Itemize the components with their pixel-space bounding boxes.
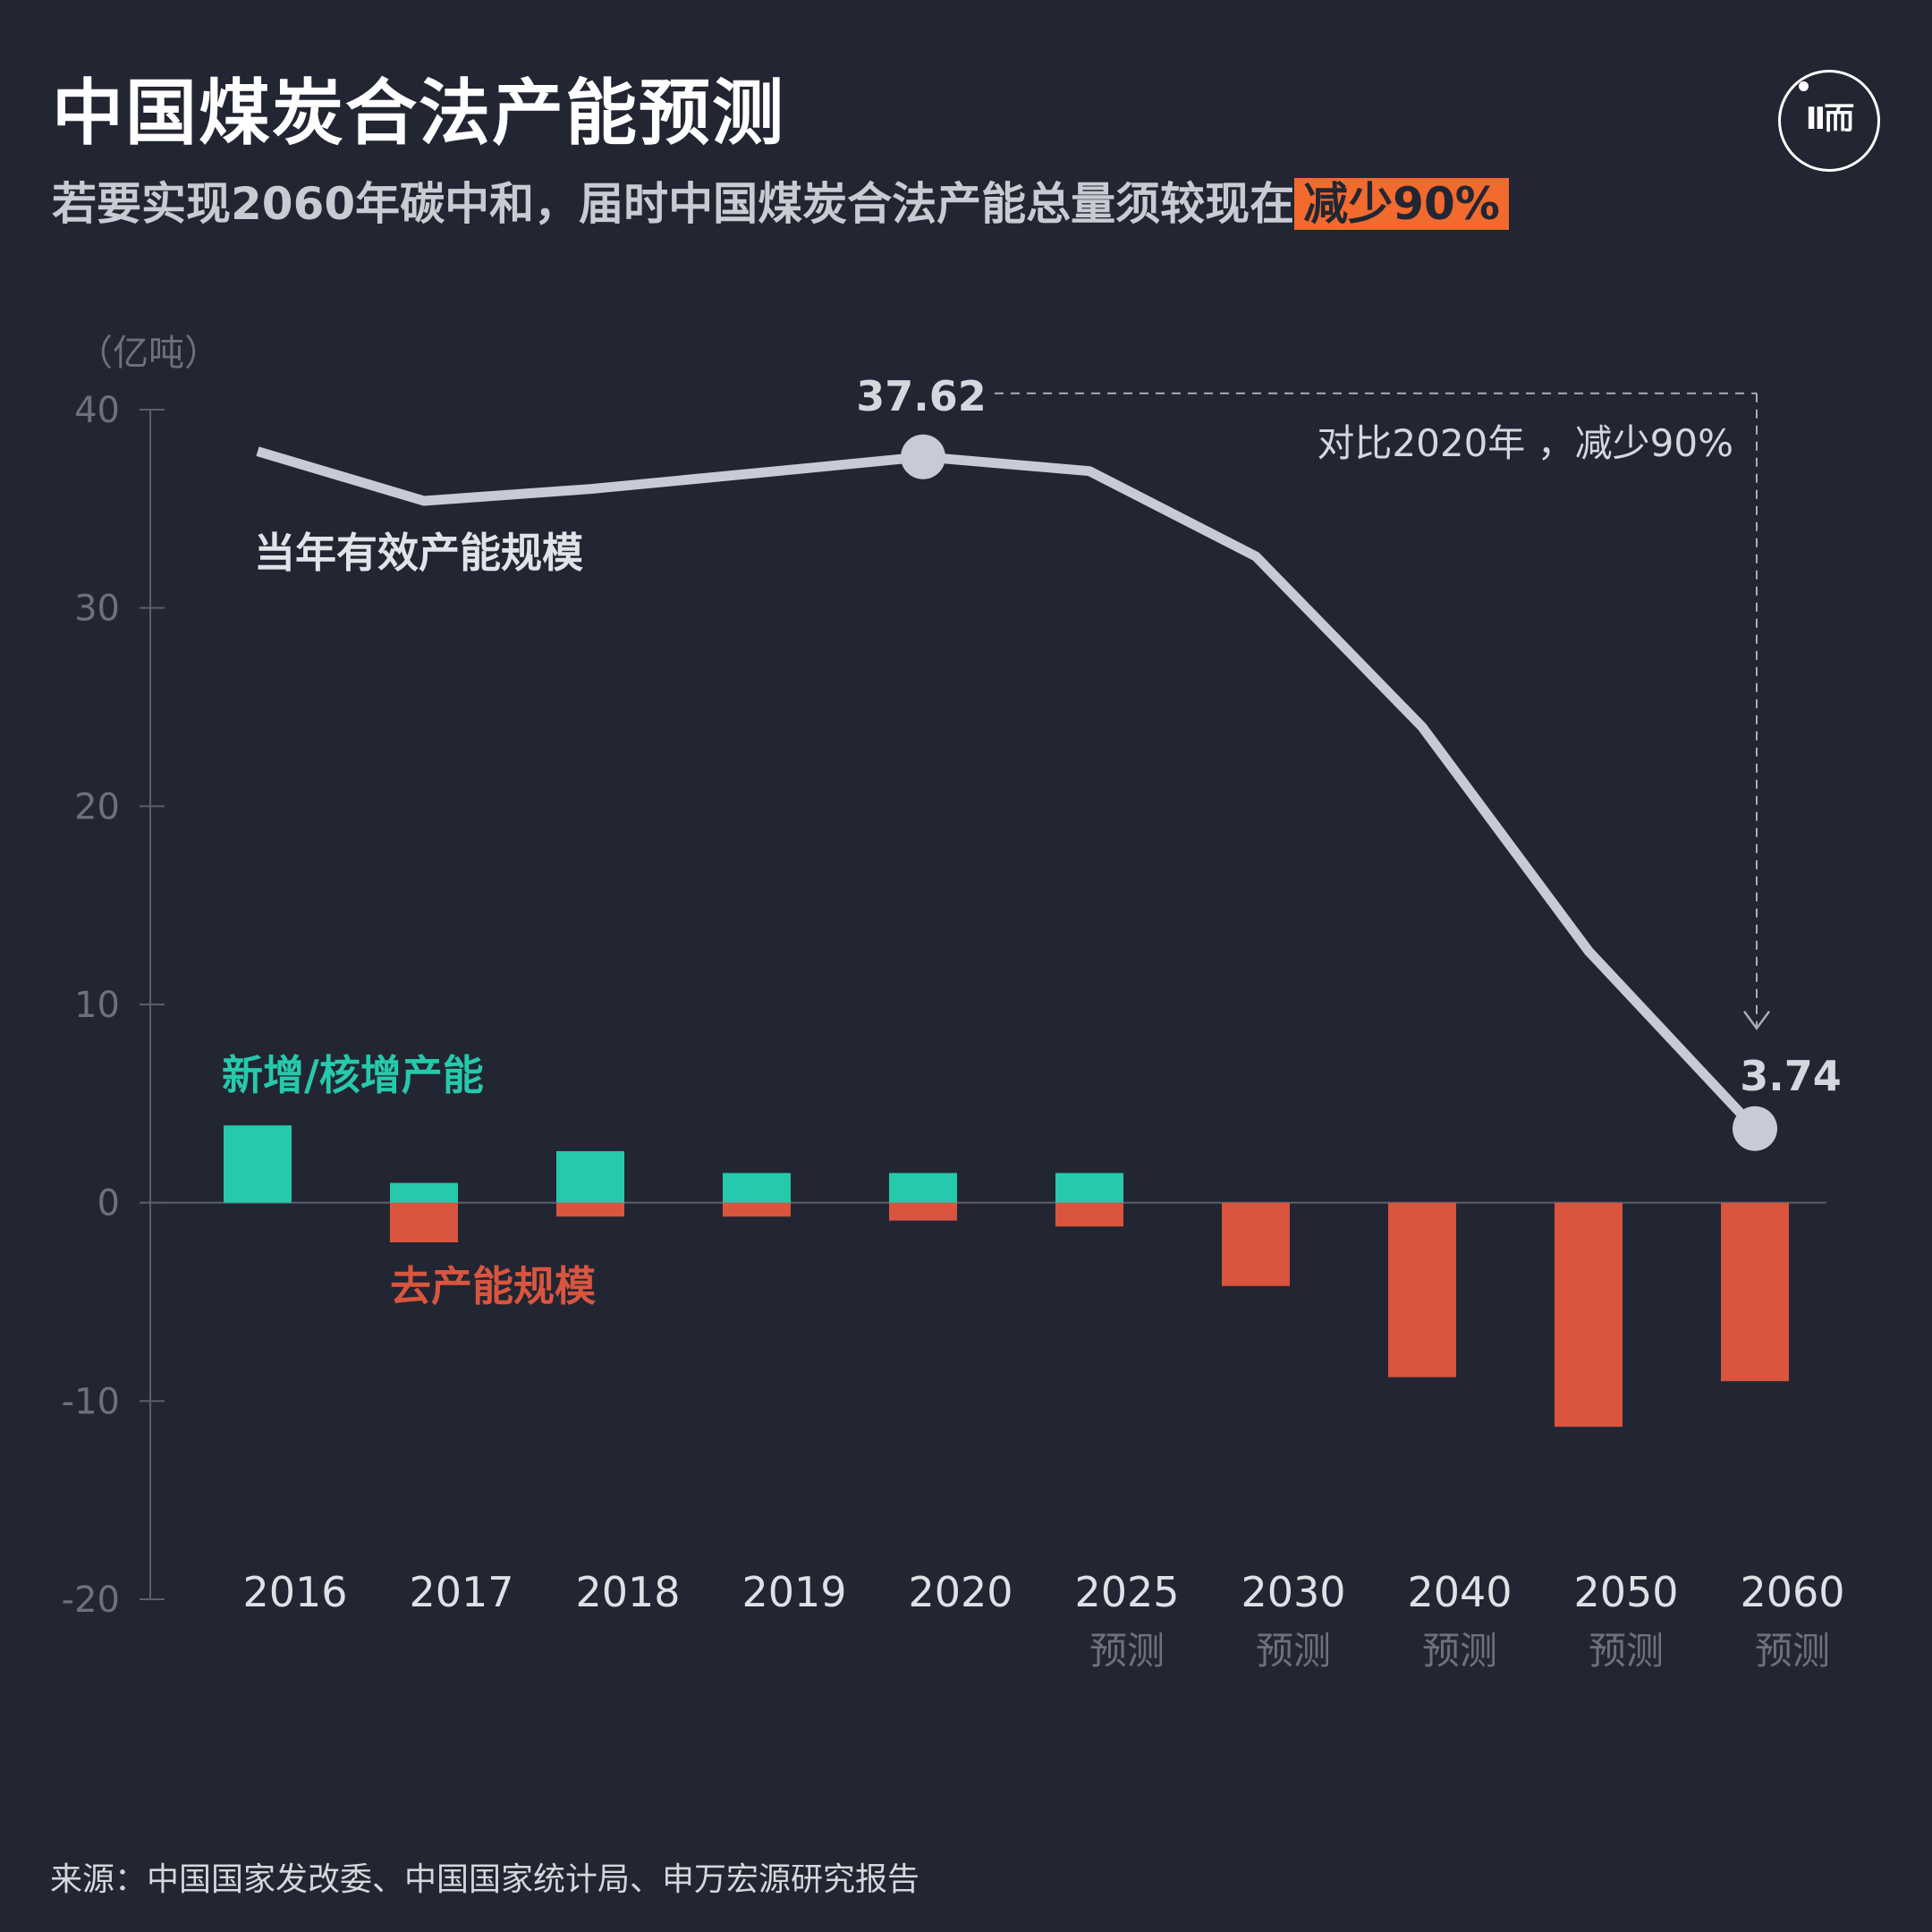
bar-removed	[1721, 1202, 1789, 1382]
bar-added	[889, 1173, 957, 1203]
capacity-line-path	[256, 446, 1759, 1132]
bar-added	[1055, 1173, 1123, 1203]
x-tick-label: 2050	[1573, 1568, 1678, 1616]
point-2060	[1733, 1106, 1777, 1151]
x-tick-label: 2020	[908, 1568, 1013, 1616]
x-sublabel-forecast: 预测	[1256, 1629, 1331, 1673]
y-tick-label: -10	[62, 1381, 120, 1422]
x-tick-label: 2040	[1407, 1568, 1512, 1616]
y-tick-label: 10	[74, 985, 120, 1026]
bar-removed	[1222, 1202, 1290, 1286]
source-note: 来源：中国国家发改委、中国国家统计局、申万宏源研究报告	[50, 1861, 920, 1898]
bar-removed	[390, 1202, 458, 1242]
bar-added	[390, 1182, 458, 1203]
chart-title: 中国煤炭合法产能预测	[52, 72, 785, 155]
arrow-down-icon	[1742, 1011, 1771, 1030]
series-label-added: 新增/核增产能	[222, 1051, 484, 1099]
chart-subtitle: 若要实现2060年碳中和，届时中国煤炭合法产能总量须较现在 减少90%	[52, 168, 1509, 233]
x-sublabel-forecast: 预测	[1422, 1629, 1497, 1673]
x-sublabel-forecast: 预测	[1755, 1629, 1830, 1673]
x-tick-label: 2019	[741, 1568, 846, 1616]
subtitle-text: 若要实现2060年碳中和，届时中国煤炭合法产能总量须较现在	[52, 178, 1295, 230]
x-sublabel-forecast: 预测	[1589, 1629, 1664, 1673]
x-tick-label: 2060	[1740, 1568, 1844, 1616]
y-tick-label: 30	[74, 589, 120, 630]
bars	[224, 1125, 1789, 1428]
y-tick-label: 20	[74, 786, 120, 827]
series-label-capacity: 当年有效产能规模	[254, 529, 583, 577]
logo-mark: Ⅱ而	[1805, 101, 1854, 137]
logo: Ⅱ而	[1778, 70, 1880, 172]
bar-removed	[889, 1202, 957, 1221]
bar-removed	[556, 1202, 624, 1217]
x-tick-label: 2025	[1074, 1568, 1179, 1616]
logo-dot	[1799, 81, 1809, 91]
x-tick-label: 2017	[409, 1568, 513, 1616]
bar-added	[224, 1125, 292, 1203]
bar-added	[723, 1173, 791, 1203]
x-tick-label: 2018	[575, 1568, 680, 1616]
x-sublabel-forecast: 预测	[1089, 1629, 1165, 1673]
chart-labels: 37.62 3.74 对比2020年 ，减少90% 当年有效产能规模新增/核增产能去产…	[222, 372, 1845, 1673]
series-label-removed: 去产能规模	[390, 1262, 596, 1310]
point-label-2020: 37.62	[856, 372, 987, 420]
capacity-line	[256, 434, 1777, 1151]
x-tick-label: 2016	[242, 1568, 347, 1616]
bar-removed	[723, 1202, 791, 1217]
point-label-2060: 3.74	[1740, 1052, 1842, 1100]
comparison-annotation: 对比2020年 ，减少90%	[1317, 421, 1733, 465]
y-tick-label: 0	[97, 1183, 120, 1224]
y-tick-label: 40	[74, 390, 120, 431]
y-tick-label: -20	[62, 1580, 120, 1621]
y-axis: （亿吨） 40 30 20 10 0 -10 -20	[62, 333, 1826, 1621]
subtitle-highlight: 减少90%	[1294, 178, 1509, 230]
bar-removed	[1555, 1202, 1623, 1428]
point-2020	[901, 434, 945, 479]
bar-added	[556, 1151, 624, 1203]
x-tick-label: 2030	[1241, 1568, 1345, 1616]
y-axis-unit: （亿吨）	[77, 333, 220, 374]
bar-removed	[1388, 1202, 1456, 1377]
bar-removed	[1055, 1202, 1123, 1227]
